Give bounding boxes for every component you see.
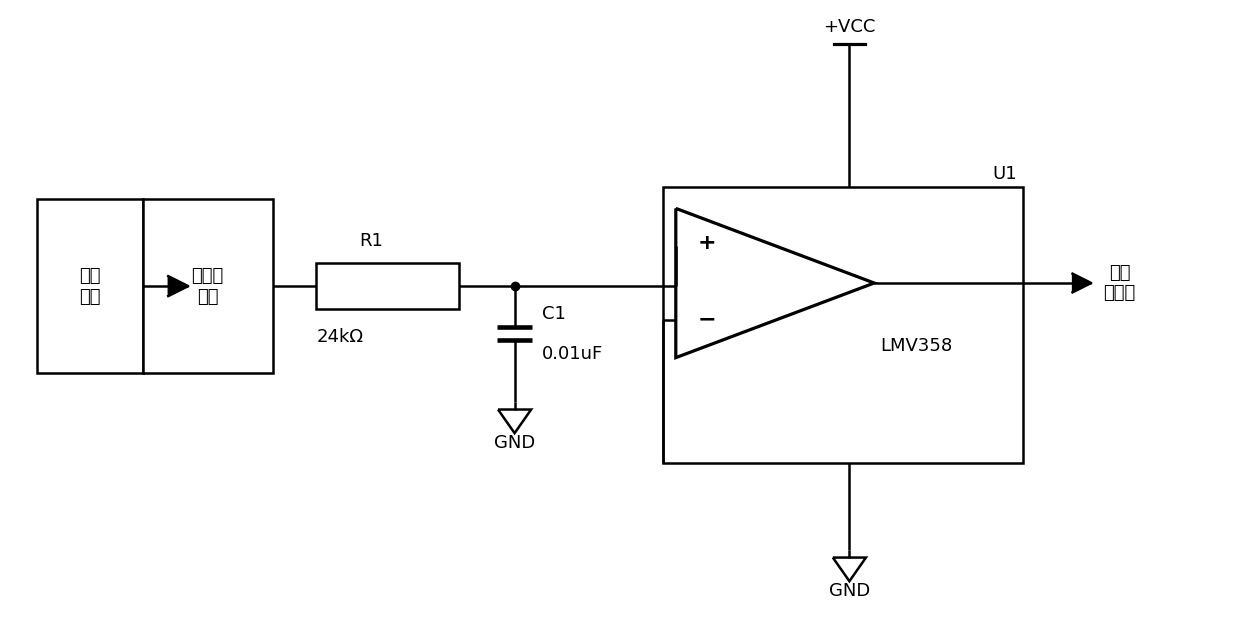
Text: +VCC: +VCC [823,18,875,36]
Text: C1: C1 [542,305,565,323]
Bar [663,187,1023,463]
Text: U1: U1 [992,165,1017,183]
Text: 脉宽调
制器: 脉宽调 制器 [191,267,224,305]
Text: 微控
制器: 微控 制器 [79,267,100,305]
Text: GND: GND [494,434,536,452]
Text: R1: R1 [360,233,383,250]
Text: 0.01uF: 0.01uF [542,345,603,363]
Text: LMV358: LMV358 [880,337,952,355]
Polygon shape [1073,274,1091,292]
Bar [143,199,273,373]
Text: −: − [698,309,717,329]
Bar [316,262,459,309]
Bar [37,199,143,373]
Text: 报警
音输出: 报警 音输出 [1104,264,1136,302]
Text: GND: GND [828,582,870,600]
Text: 24kΩ: 24kΩ [316,328,363,346]
Polygon shape [169,276,188,296]
Text: +: + [698,233,717,253]
